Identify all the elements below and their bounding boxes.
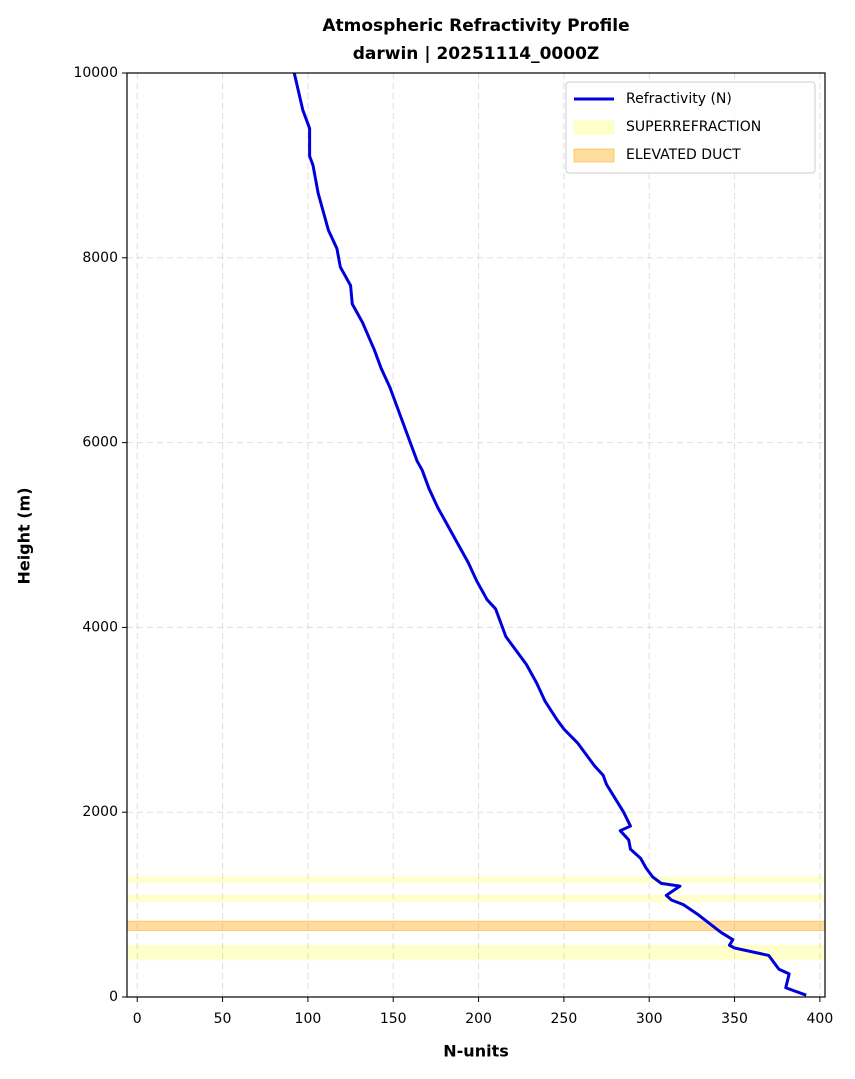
legend-label: Refractivity (N) bbox=[626, 91, 732, 107]
line bbox=[292, 72, 807, 997]
legend-label: SUPERREFRACTION bbox=[626, 119, 761, 135]
x-tick-label: 150 bbox=[380, 1011, 407, 1027]
plot-frame bbox=[126, 72, 826, 998]
x-tick-label: 100 bbox=[295, 1011, 322, 1027]
x-tick-label: 200 bbox=[465, 1011, 492, 1027]
band bbox=[126, 876, 826, 883]
x-tick-label: 50 bbox=[214, 1011, 232, 1027]
legend-swatch bbox=[573, 120, 615, 135]
band bbox=[126, 920, 826, 931]
x-tick-label: 350 bbox=[721, 1011, 748, 1027]
band bbox=[126, 944, 826, 961]
y-tick-label: 10000 bbox=[73, 65, 118, 81]
chart-title: Atmospheric Refractivity Profile bbox=[322, 16, 629, 36]
y-axis-label: Height (m) bbox=[15, 487, 34, 584]
x-tick-label: 250 bbox=[551, 1011, 578, 1027]
y-tick-label: 8000 bbox=[82, 250, 118, 266]
x-tick-label: 0 bbox=[133, 1011, 142, 1027]
legend-label: ELEVATED DUCT bbox=[626, 147, 741, 163]
x-tick-label: 400 bbox=[807, 1011, 834, 1027]
x-axis-label: N-units bbox=[443, 1042, 508, 1061]
legend-box bbox=[565, 81, 816, 174]
band bbox=[126, 894, 826, 903]
y-tick-label: 6000 bbox=[82, 435, 118, 451]
y-tick-label: 2000 bbox=[82, 804, 118, 820]
chart-subtitle: darwin | 20251114_0000Z bbox=[353, 44, 599, 64]
legend-swatch bbox=[573, 148, 615, 163]
y-tick-label: 0 bbox=[109, 989, 118, 1005]
x-tick-label: 300 bbox=[636, 1011, 663, 1027]
y-tick-label: 4000 bbox=[82, 619, 118, 635]
